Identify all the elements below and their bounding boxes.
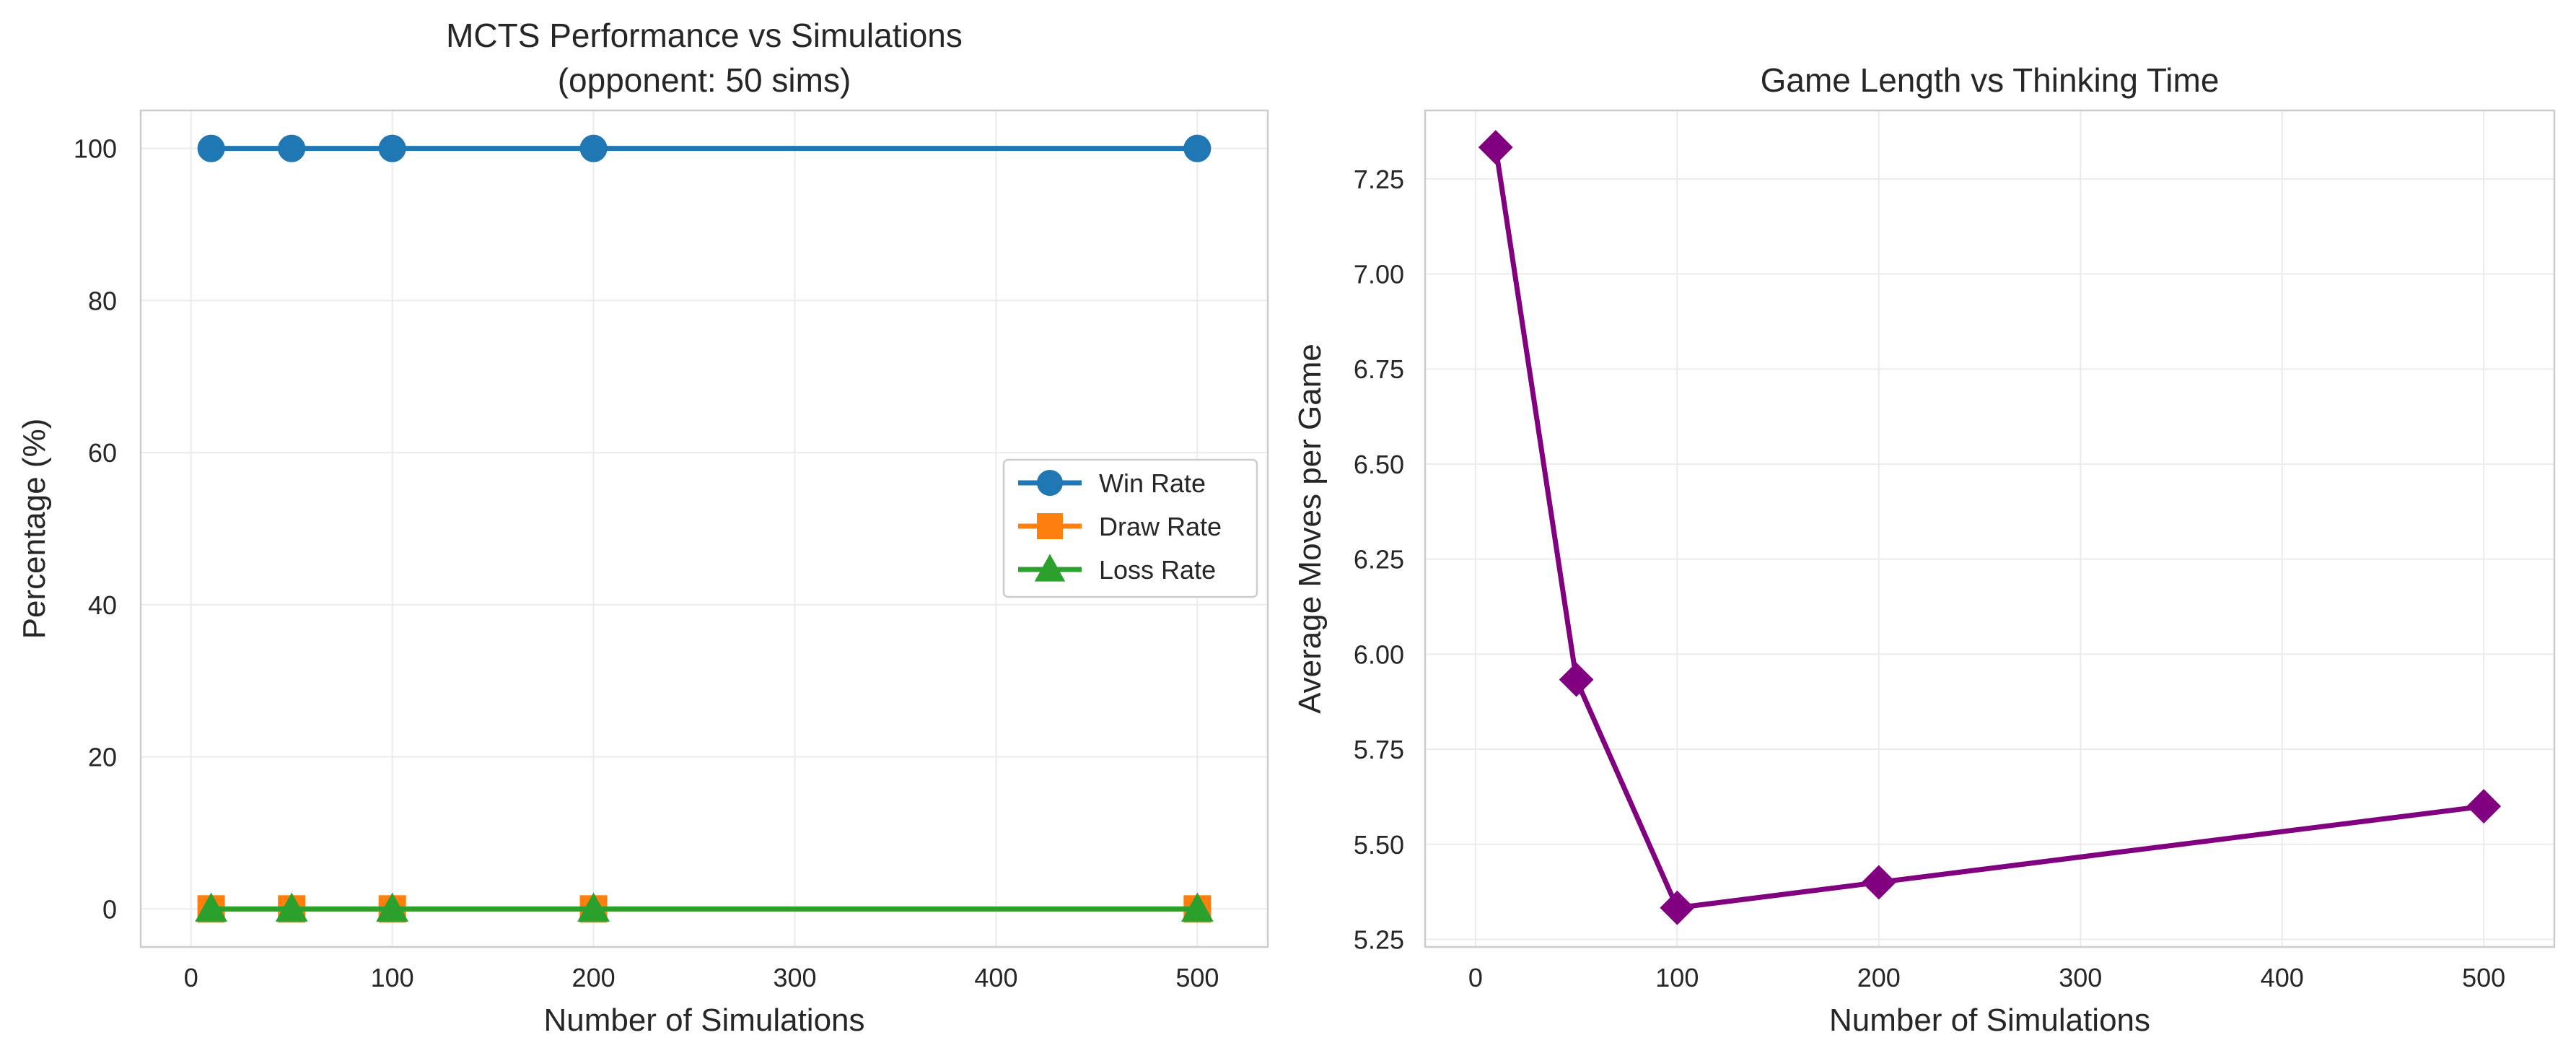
legend-item: Draw Rate: [1018, 512, 1222, 541]
y-tick-label: 80: [88, 286, 117, 315]
data-point: [378, 134, 406, 162]
data-point: [1478, 130, 1513, 165]
chart-performance-vs-simulations: 0 100 200 300 400 500 0 20 40 60 80 100 MCTS Perform…: [17, 17, 1269, 1038]
x-tick-label: 500: [2462, 963, 2505, 992]
data-point: [1660, 890, 1695, 925]
data-point: [1559, 662, 1594, 697]
x-tick-label: 100: [371, 963, 414, 992]
x-tick-label: 0: [184, 963, 198, 992]
legend-item: Win Rate: [1018, 468, 1206, 498]
y-tick-label: 5.25: [1354, 925, 1404, 954]
x-tick-label: 0: [1468, 963, 1483, 992]
data-point: [278, 134, 306, 162]
x-tick-label: 200: [1857, 963, 1901, 992]
legend-label: Loss Rate: [1099, 555, 1216, 585]
y-tick-label: 7.25: [1354, 165, 1404, 194]
y-tick-label: 5.75: [1354, 735, 1404, 764]
y-tick-label: 0: [102, 894, 117, 924]
y-tick-label: 5.50: [1354, 830, 1404, 860]
plot-frame: [1424, 109, 2556, 948]
y-tick-label: 6.75: [1354, 354, 1404, 384]
y-tick-label: 40: [88, 590, 117, 620]
data-point: [197, 134, 225, 162]
y-tick-label: 20: [88, 743, 117, 772]
data-point: [376, 892, 409, 922]
legend: Win Rate Draw Rate Loss Rate: [1002, 458, 1258, 598]
x-tick-label: 300: [2059, 963, 2102, 992]
chart-title: Game Length vs Thinking Time: [1761, 61, 2220, 99]
data-point: [1180, 892, 1214, 922]
x-tick-label: 400: [2261, 963, 2304, 992]
y-tick-label: 6.00: [1354, 639, 1404, 669]
x-axis-label: Number of Simulations: [1829, 1003, 2150, 1038]
data-point: [195, 892, 228, 922]
plot-frame: [139, 109, 1269, 948]
data-point: [1861, 865, 1896, 900]
data-point: [2466, 789, 2502, 824]
data-point: [577, 892, 610, 922]
y-tick-label: 60: [88, 438, 117, 468]
chart-title: MCTS Performance vs Simulations: [446, 17, 963, 54]
x-tick-label: 100: [1655, 963, 1699, 992]
data-point: [275, 892, 308, 922]
legend-marker: [1037, 513, 1063, 539]
series-win-rate: [197, 134, 1212, 162]
chart-game-length-vs-thinking-time: 0 100 200 300 400 500 5.25 5.50 5.75 6.00 6.25 6.50…: [1292, 61, 2556, 1038]
x-tick-label: 500: [1175, 963, 1219, 992]
series-0: [1478, 130, 2502, 925]
data-point: [1183, 134, 1212, 162]
y-tick-label: 6.50: [1354, 450, 1404, 479]
legend-label: Win Rate: [1099, 468, 1206, 498]
y-tick-label: 7.00: [1354, 260, 1404, 289]
y-tick-label: 6.25: [1354, 545, 1404, 575]
legend-marker: [1037, 470, 1063, 496]
legend-marker: [1034, 554, 1066, 582]
x-tick-label: 200: [572, 963, 615, 992]
y-axis-label: Average Moves per Game: [1292, 344, 1328, 714]
data-point: [579, 134, 608, 162]
x-tick-label: 300: [773, 963, 816, 992]
y-tick-label: 100: [74, 134, 117, 164]
legend-item: Loss Rate: [1018, 554, 1216, 585]
y-axis-label: Percentage (%): [17, 419, 52, 639]
chart-title: (opponent: 50 sims): [558, 61, 851, 99]
series-loss-rate: [195, 892, 1214, 922]
legend-label: Draw Rate: [1099, 512, 1222, 541]
plot-area: [1425, 110, 2554, 947]
x-axis-label: Number of Simulations: [543, 1003, 864, 1038]
legend-box: [1002, 458, 1258, 598]
x-tick-label: 400: [974, 963, 1017, 992]
